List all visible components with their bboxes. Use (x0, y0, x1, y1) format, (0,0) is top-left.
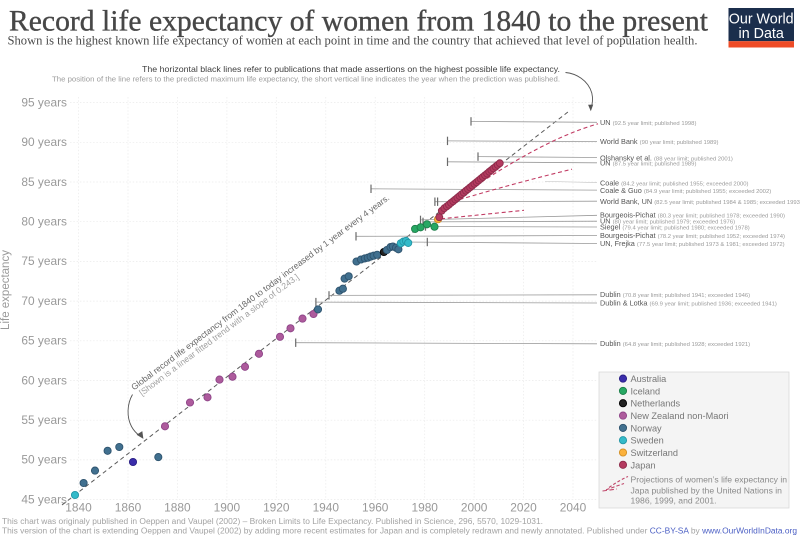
svg-text:The position of the line refer: The position of the line refers to the p… (52, 75, 560, 84)
svg-text:Shown is the highest known lif: Shown is the highest known life expectan… (8, 34, 698, 48)
svg-text:60 years: 60 years (21, 373, 67, 387)
svg-text:95 years: 95 years (21, 95, 67, 109)
svg-text:1840: 1840 (65, 501, 92, 515)
svg-text:UN (87.5 year limit; published: UN (87.5 year limit; published 1989) (600, 159, 696, 168)
svg-text:New Zealand non-Maori: New Zealand non-Maori (631, 411, 729, 421)
svg-text:This version of the chart is e: This version of the chart is extending O… (2, 527, 797, 536)
svg-text:The horizontal black lines ref: The horizontal black lines refer to publ… (142, 65, 560, 74)
svg-text:UN (80 year limit; published 1: UN (80 year limit; published 1979; excee… (600, 217, 735, 226)
svg-text:45 years: 45 years (21, 492, 67, 506)
svg-text:Projections of women’s life ex: Projections of women’s life expectancy i… (631, 475, 788, 485)
svg-text:2000: 2000 (461, 501, 488, 515)
svg-text:1900: 1900 (214, 501, 241, 515)
svg-text:70 years: 70 years (21, 294, 67, 308)
svg-text:Olshansky et al. (88 year limi: Olshansky et al. (88 year limit; publish… (600, 153, 733, 162)
svg-text:in Data: in Data (739, 26, 784, 42)
svg-text:Japan: Japan (631, 460, 656, 470)
svg-text:55 years: 55 years (21, 413, 67, 427)
svg-text:This chart was originaly publi: This chart was originaly published in Oe… (2, 517, 543, 526)
svg-text:World Bank, UN (82.5 year limi: World Bank, UN (82.5 year limit; publish… (600, 197, 800, 206)
svg-text:Dublin (64.8 year limit; publi: Dublin (64.8 year limit; published 1928;… (600, 339, 750, 348)
svg-text:Record life expectancy of wome: Record life expectancy of women from 184… (9, 5, 709, 38)
svg-text:1920: 1920 (263, 501, 290, 515)
svg-text:65 years: 65 years (21, 334, 67, 348)
svg-text:UN, Frejka (77.5 year limit; p: UN, Frejka (77.5 year limit; published 1… (600, 239, 785, 248)
svg-text:Iceland: Iceland (631, 386, 661, 396)
svg-text:Life expectancy: Life expectancy (0, 250, 12, 330)
svg-text:Bourgeois-Pichat (78.2 year li: Bourgeois-Pichat (78.2 year limit; publi… (600, 231, 785, 240)
svg-text:75 years: 75 years (21, 254, 67, 268)
svg-text:1860: 1860 (115, 501, 142, 515)
svg-text:Sweden: Sweden (631, 436, 664, 446)
svg-text:Coale & Guo (84.9 year limit;: Coale & Guo (84.9 year limit; published … (600, 186, 771, 195)
svg-text:2040: 2040 (560, 501, 587, 515)
svg-text:1960: 1960 (362, 501, 389, 515)
svg-text:1986, 1999, and 2001.: 1986, 1999, and 2001. (631, 496, 717, 506)
svg-text:Dublin & Lotka (69.9 year limi: Dublin & Lotka (69.9 year limit; publish… (600, 298, 777, 307)
svg-text:1940: 1940 (313, 501, 340, 515)
svg-text:1980: 1980 (411, 501, 438, 515)
svg-text:Dublin (70.8 year limit; publi: Dublin (70.8 year limit; published 1941;… (600, 290, 750, 299)
svg-text:Siegel (79.4 year limit; publi: Siegel (79.4 year limit; published 1980;… (600, 223, 750, 232)
svg-text:1880: 1880 (164, 501, 191, 515)
svg-text:Japa published by the United N: Japa published by the United Nations in (631, 485, 783, 495)
svg-text:2020: 2020 (510, 501, 537, 515)
svg-text:85 years: 85 years (21, 175, 67, 189)
svg-text:Netherlands: Netherlands (631, 399, 681, 409)
svg-text:UN (92.5 year limit; published: UN (92.5 year limit; published 1998) (600, 118, 696, 127)
svg-text:World Bank (90 year limit; pub: World Bank (90 year limit; published 198… (600, 137, 719, 146)
svg-text:Norway: Norway (631, 423, 663, 433)
svg-text:Coale (84.2 year limit; publis: Coale (84.2 year limit; published 1955; … (600, 179, 749, 188)
svg-text:Australia: Australia (631, 374, 668, 384)
svg-text:Switzerland: Switzerland (631, 448, 679, 458)
svg-text:Bourgeois-Pichat (80.3 year li: Bourgeois-Pichat (80.3 year limit; publi… (600, 211, 785, 220)
svg-text:90 years: 90 years (21, 135, 67, 149)
svg-text:Our World: Our World (729, 12, 794, 28)
svg-text:50 years: 50 years (21, 453, 67, 467)
svg-text:80 years: 80 years (21, 215, 67, 229)
